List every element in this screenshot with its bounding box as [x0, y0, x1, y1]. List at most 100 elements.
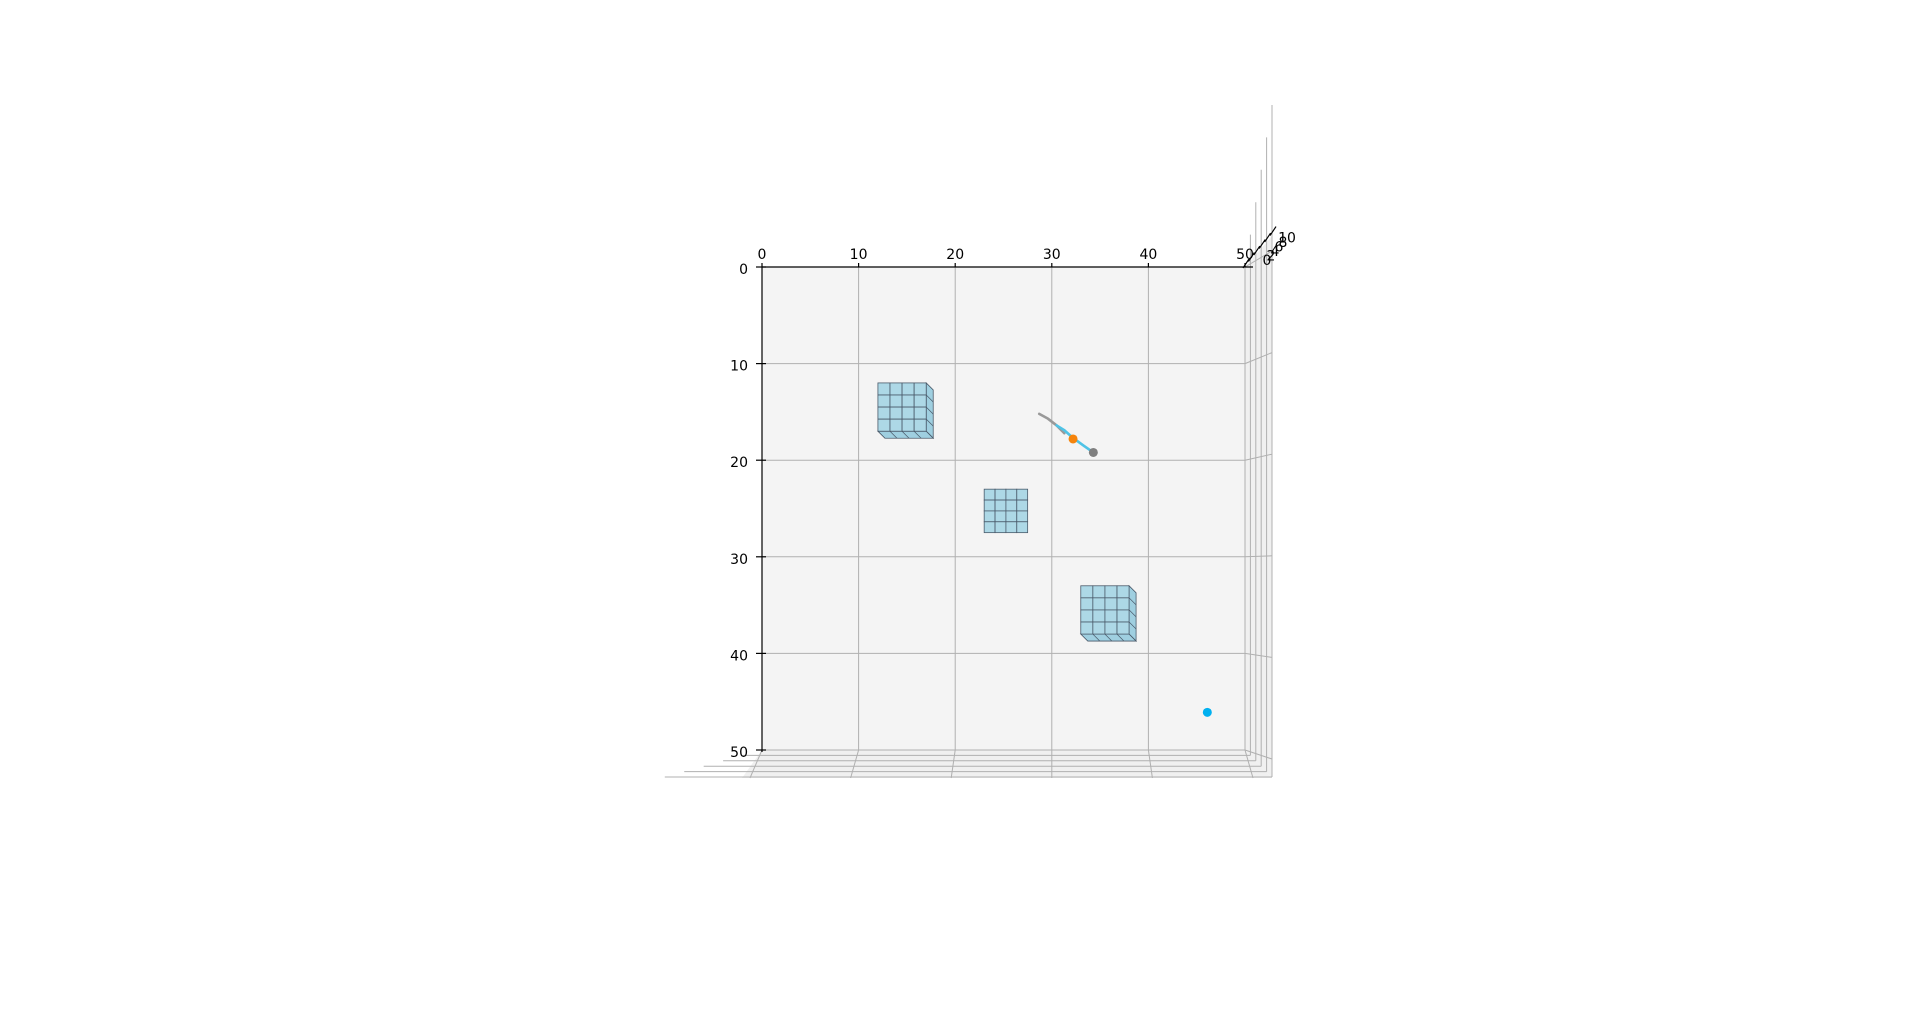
voxel-cell	[913, 382, 927, 396]
floor-grid-line	[950, 749, 956, 779]
voxel-cell	[889, 394, 903, 408]
cube-edge	[1092, 633, 1101, 642]
voxel-cell	[1116, 597, 1130, 611]
voxel-cell	[1116, 609, 1130, 623]
side-grid-line	[1244, 453, 1273, 461]
voxel-cell	[1092, 609, 1106, 623]
voxel-cell	[877, 394, 891, 408]
voxel-cell	[1005, 510, 1018, 523]
side-grid-line	[1244, 352, 1273, 365]
obstacle-cube	[1079, 584, 1138, 643]
voxel-cell	[1116, 585, 1130, 599]
voxel-cell	[1092, 585, 1106, 599]
x-tick-label: 20	[946, 247, 964, 263]
voxel-cell	[913, 418, 927, 432]
voxel-cell	[983, 499, 996, 512]
voxel-cell	[1116, 621, 1130, 635]
voxel-cell	[1016, 499, 1029, 512]
floor-grid-line	[1244, 749, 1254, 779]
z-tick-label: 2	[1267, 249, 1276, 265]
x-tick-label: 30	[1043, 247, 1061, 263]
voxel-cell	[1080, 585, 1094, 599]
x-tick-label: 10	[850, 247, 868, 263]
cube-edge	[901, 430, 910, 439]
z-tick-label: 4	[1271, 244, 1280, 260]
side-pane	[1245, 236, 1272, 778]
axes	[756, 226, 1277, 752]
side-grid-line	[1244, 749, 1273, 760]
cube-edge	[1104, 633, 1113, 642]
y-tick-label: 10	[730, 359, 748, 375]
floor-grid-line	[749, 749, 763, 779]
voxel-cell	[877, 406, 891, 420]
y-tick-label: 0	[739, 262, 748, 278]
y-tick-label: 20	[730, 455, 748, 471]
voxel-cell	[983, 488, 996, 501]
side-grid-line	[1244, 250, 1273, 268]
z-tick-mark	[1264, 232, 1272, 243]
cube-edge	[1128, 597, 1137, 606]
voxel-cell	[983, 510, 996, 523]
voxel-cell	[1092, 621, 1106, 635]
voxel-cell	[1080, 621, 1094, 635]
voxel-cell	[1080, 609, 1094, 623]
z-tick-mark	[1247, 252, 1255, 262]
x-tick-label: 50	[1236, 247, 1254, 263]
cube-edge	[925, 418, 934, 427]
cube-edge	[913, 430, 922, 439]
side-grid-line	[1244, 652, 1273, 658]
voxel-cell	[994, 510, 1007, 523]
voxel-cell	[1080, 597, 1094, 611]
voxel-cell	[901, 382, 915, 396]
cube-edge	[889, 430, 898, 439]
voxel-cell	[901, 406, 915, 420]
y-tick-label: 40	[730, 648, 748, 664]
voxel-cell	[1104, 621, 1118, 635]
voxel-cell	[901, 394, 915, 408]
floor-pane	[742, 750, 1272, 778]
voxel-cell	[1005, 488, 1018, 501]
voxel-cell	[889, 406, 903, 420]
voxel-cell	[1016, 521, 1029, 534]
pane-grid-lines	[664, 105, 1273, 779]
cube-edge	[1128, 609, 1137, 618]
z-tick-label: 8	[1279, 235, 1288, 251]
cube-edge	[1116, 633, 1125, 642]
voxel-cell	[901, 418, 915, 432]
voxel-cell	[1104, 597, 1118, 611]
marker-point	[1088, 447, 1098, 457]
voxel-cell	[889, 418, 903, 432]
voxel-cell	[913, 394, 927, 408]
voxel-cell	[1016, 510, 1029, 523]
voxel-cell	[983, 521, 996, 534]
y-tick-label: 50	[730, 745, 748, 761]
marker-point	[1068, 434, 1078, 444]
voxel-cell	[994, 499, 1007, 512]
floor-grid-line	[1147, 749, 1153, 779]
z-tick-label: 0	[1263, 253, 1272, 269]
voxel-cell	[889, 382, 903, 396]
markers	[1068, 434, 1212, 717]
voxel-cell	[1016, 488, 1029, 501]
z-tick-label: 6	[1275, 240, 1284, 256]
voxel-cell	[1005, 499, 1018, 512]
marker-point	[1202, 707, 1212, 717]
x-tick-label: 0	[758, 247, 767, 263]
obstacles	[876, 381, 1138, 643]
z-tick-mark	[1242, 258, 1250, 269]
voxel-cell	[1104, 609, 1118, 623]
voxel-cell	[1104, 585, 1118, 599]
obstacle-cube	[876, 381, 935, 440]
x-tick-label: 40	[1139, 247, 1157, 263]
cube-edge	[925, 394, 934, 403]
grid-lines	[761, 266, 1246, 751]
voxel-cell	[1092, 597, 1106, 611]
voxel-cell	[994, 488, 1007, 501]
z-tick-mark	[1258, 239, 1266, 249]
voxel-cell	[1005, 521, 1018, 534]
y-tick-label: 30	[730, 552, 748, 568]
voxel-cell	[877, 418, 891, 432]
cube-edge	[925, 406, 934, 415]
